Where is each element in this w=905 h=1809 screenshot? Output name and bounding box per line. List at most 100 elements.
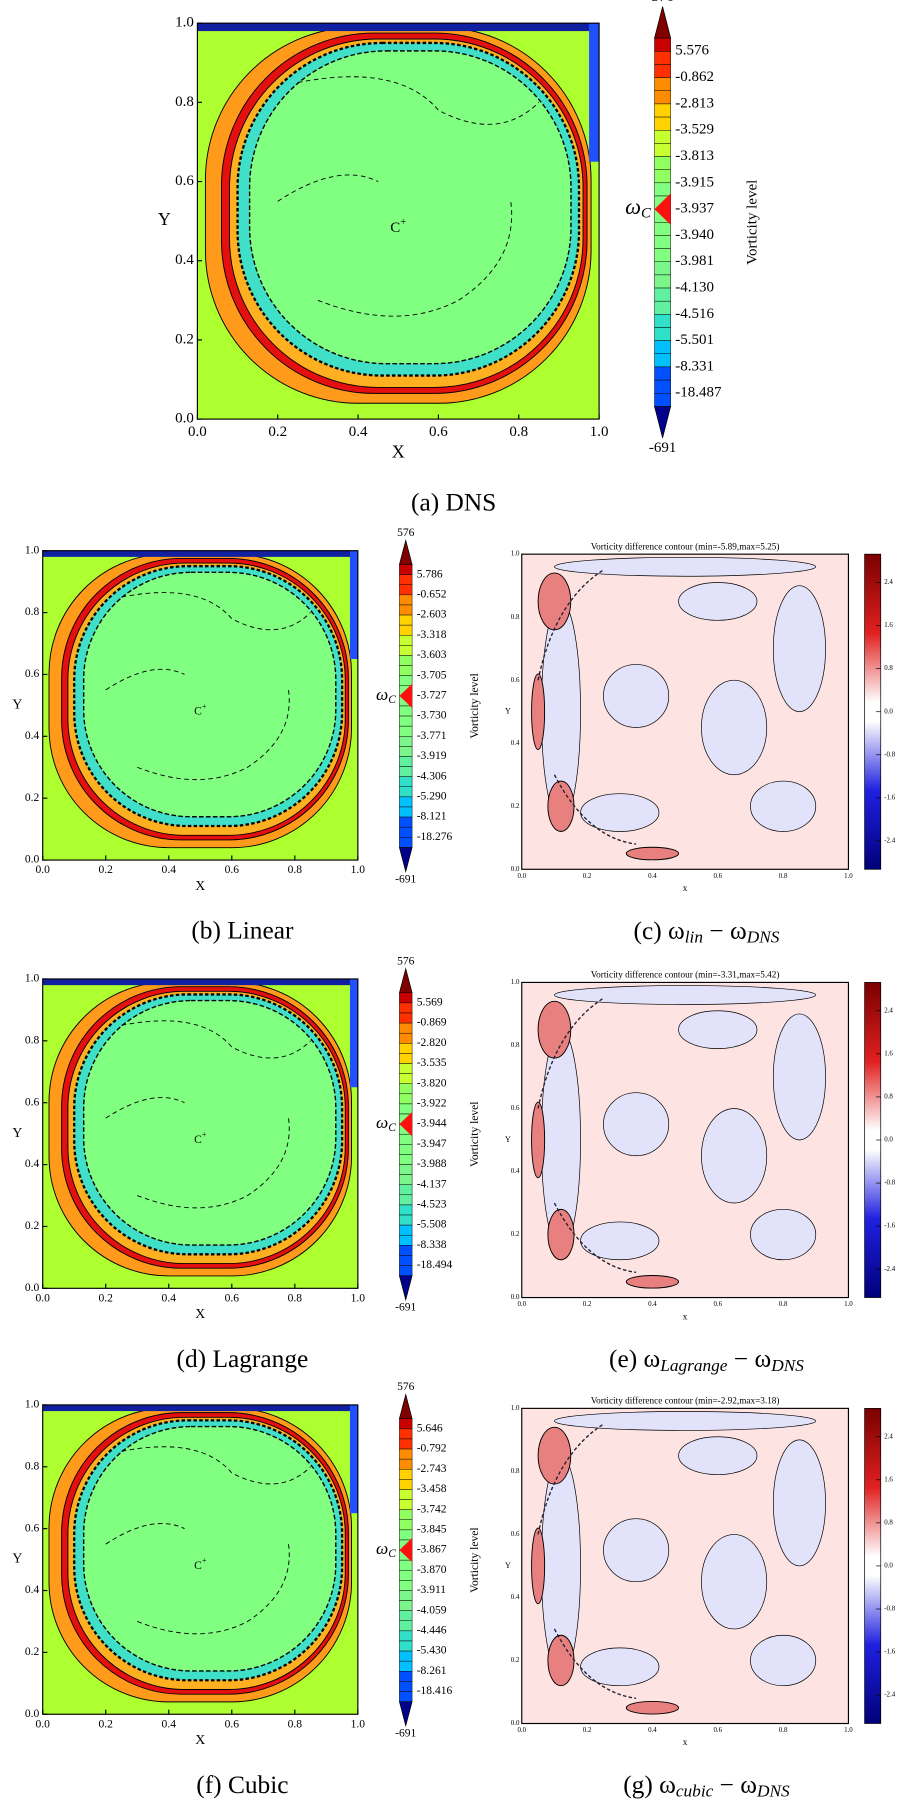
x-tick-label: 0.6 — [225, 864, 240, 876]
x-axis-label: X — [195, 878, 205, 893]
colorbar-band — [654, 235, 671, 249]
panel-caption: (a) DNS — [411, 488, 496, 516]
y-tick-label: 0.4 — [511, 1168, 520, 1175]
colorbar-band — [399, 816, 413, 828]
x-tick-label: 0.4 — [162, 1292, 177, 1304]
y-tick-label: 0.2 — [25, 1646, 40, 1658]
colorbar-band — [399, 675, 413, 686]
colorbar-bottom — [398, 1701, 413, 1728]
colorbar-band — [654, 77, 671, 92]
y-tick-label: 0.2 — [511, 1231, 520, 1238]
colorbar-band — [399, 584, 413, 596]
colorbar-band — [399, 736, 413, 747]
y-tick-label: 0.0 — [25, 854, 40, 866]
vorticity-panel: C+0.0 0.2 0.4 0.6 0.8 1.00.00.20.40.60.81.0XY… — [12, 1381, 481, 1799]
x-tick-label: 1.0 — [351, 1718, 366, 1730]
x-tick-label: 0.2 — [583, 873, 592, 880]
positive-peak — [537, 1000, 572, 1059]
colorbar-level: -3.529 — [675, 122, 714, 138]
x-tick-label: 0.8 — [288, 864, 303, 876]
caption-sub: cubic — [676, 1782, 714, 1801]
colorbar-bottom — [398, 1275, 413, 1302]
dashed-contour — [105, 1097, 290, 1209]
colorbar-band — [654, 274, 671, 289]
colorbar-top-label: 576 — [397, 1381, 415, 1393]
colorbar-band — [399, 1469, 413, 1480]
colorbar-level: -3.845 — [417, 1524, 447, 1536]
colorbar-level: -3.458 — [417, 1483, 447, 1495]
y-axis-label: Y — [505, 1561, 511, 1570]
omega-symbol: ω — [376, 1113, 388, 1132]
center-label: C+ — [390, 217, 406, 236]
y-axis-label: Y — [505, 707, 511, 716]
omega-c-label: ωC — [376, 1539, 396, 1560]
x-tick-label: 0.0 — [517, 1727, 526, 1734]
x-tick-label: 1.0 — [844, 1301, 853, 1308]
y-tick-label: 0.0 — [511, 866, 520, 873]
colorbar-level: -3.603 — [417, 649, 447, 661]
colorbar-band — [399, 1559, 413, 1571]
colorbar-band — [399, 806, 413, 818]
colorbar-band — [399, 1012, 413, 1024]
colorbar-level: -3.947 — [417, 1138, 447, 1150]
colorbar-level: -3.820 — [417, 1077, 447, 1089]
x-tick-label: 1.0 — [844, 1727, 853, 1734]
y-tick-label: 0.4 — [25, 730, 40, 742]
caption-sub: DNS — [746, 928, 780, 947]
omega-c-marker — [399, 1537, 413, 1563]
x-tick-label: 0.2 — [99, 864, 114, 876]
y-tick-label: 0.8 — [511, 614, 520, 621]
colorbar-band — [399, 1640, 413, 1652]
x-tick-label: 1.0 — [590, 424, 609, 440]
y-tick-label: 1.0 — [25, 1399, 40, 1411]
x-tick-label: 0.6 — [225, 1292, 240, 1304]
colorbar-tick-label: 0.0 — [884, 1563, 893, 1570]
y-tick-label: 0.6 — [25, 1522, 40, 1534]
y-axis-label: Y — [12, 1125, 22, 1140]
colorbar-band — [399, 564, 413, 575]
negative-region — [701, 679, 768, 776]
colorbar-band — [399, 756, 413, 767]
colorbar-level: -4.523 — [417, 1199, 447, 1211]
colorbar-band — [399, 1204, 413, 1216]
colorbar-level: -18.494 — [417, 1259, 453, 1271]
colorbar-bottom — [398, 847, 413, 873]
colorbar-level: -8.261 — [417, 1665, 447, 1677]
x-tick-label: 0.8 — [779, 1727, 788, 1734]
colorbar-band — [399, 1519, 413, 1531]
colorbar-band — [399, 1063, 413, 1074]
colorbar-bottom-label: -691 — [649, 440, 677, 456]
y-axis-label: Y — [158, 209, 171, 229]
negative-region — [750, 1634, 817, 1687]
colorbar-band — [399, 1681, 413, 1692]
omega-symbol: ω — [376, 1539, 388, 1558]
negative-region — [678, 1436, 758, 1475]
colorbar-level: -18.487 — [675, 385, 722, 401]
field-core — [82, 999, 337, 1246]
colorbar-band — [399, 1691, 413, 1702]
colorbar-level: -3.742 — [417, 1503, 447, 1515]
plot-title: Vorticity difference contour (min=-3.31,… — [591, 970, 780, 980]
colorbar-level: -0.862 — [675, 69, 714, 85]
colorbar-band — [399, 1144, 413, 1155]
x-tick-label: 0.2 — [583, 1727, 592, 1734]
y-tick-label: 1.0 — [511, 979, 520, 986]
x-tick-label: 1.0 — [351, 1292, 366, 1304]
positive-peak — [537, 572, 572, 631]
colorbar-tick-label: -1.6 — [884, 794, 895, 801]
colorbar-band — [399, 665, 413, 676]
y-tick-label: 0.6 — [511, 677, 520, 684]
colorbar-band — [399, 1438, 413, 1450]
dashed-contour — [105, 1523, 290, 1635]
dashed-contour — [105, 668, 290, 780]
x-tick-label: 0.2 — [268, 424, 287, 440]
caption-sub: lin — [685, 928, 703, 947]
colorbar-level: -2.820 — [417, 1037, 447, 1049]
colorbar-tick-label: -2.4 — [884, 838, 895, 845]
colorbar-bottom-label: -691 — [395, 1728, 416, 1740]
colorbar-level: -3.705 — [417, 669, 447, 681]
colorbar-bottom — [654, 406, 672, 439]
x-tick-label: 0.0 — [188, 424, 207, 440]
colorbar-tick-label: -0.8 — [884, 1180, 895, 1187]
colorbar-band — [399, 604, 413, 616]
